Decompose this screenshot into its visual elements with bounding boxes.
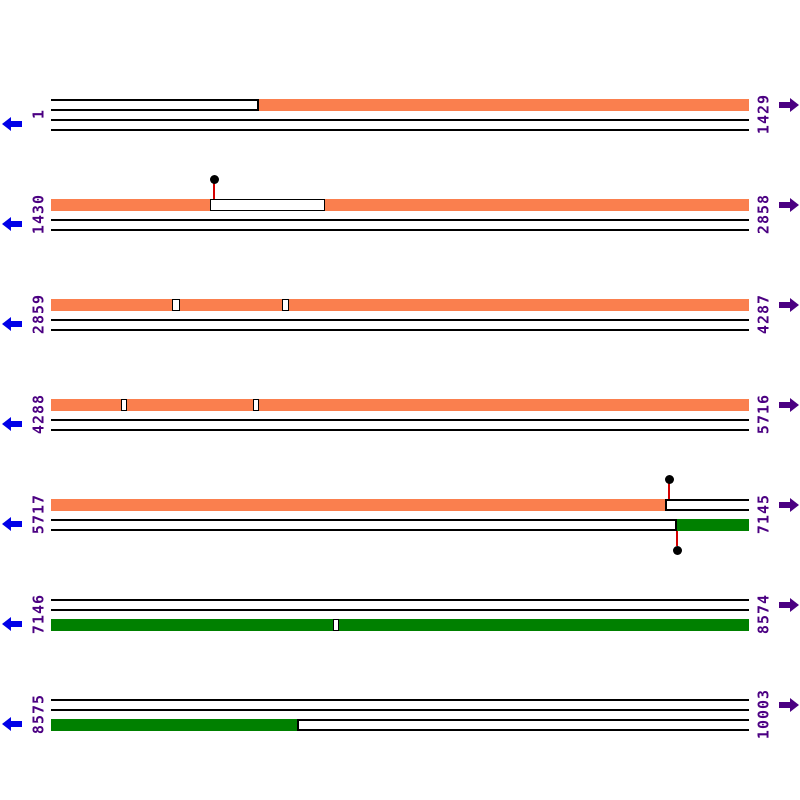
scroll-left-arrow[interactable] [2, 416, 22, 432]
frame-line [51, 699, 749, 701]
feature-boundary-tick [675, 519, 677, 531]
right-arrow-icon [779, 197, 799, 212]
sequence-row: 1 1429 [0, 69, 800, 134]
left-arrow-icon [2, 217, 22, 231]
scroll-right-arrow[interactable] [779, 297, 799, 313]
scroll-right-arrow[interactable] [779, 97, 799, 113]
feature-boundary-tick [257, 99, 259, 111]
frame-line [51, 599, 749, 601]
scroll-right-arrow[interactable] [779, 697, 799, 713]
site-marker-dot[interactable] [209, 175, 219, 184]
scroll-left-arrow[interactable] [2, 216, 22, 232]
frame-line [51, 729, 749, 731]
right-arrow-icon [779, 397, 799, 412]
frame-line [51, 519, 749, 521]
scroll-right-arrow[interactable] [779, 597, 799, 613]
start-coordinate-label: 1430 [29, 193, 48, 235]
frame-line [51, 319, 749, 321]
start-coordinate-label: 1 [29, 108, 48, 120]
frame-line [51, 219, 749, 221]
feature-notch [253, 399, 259, 411]
sequence-row: 7146 8574 [0, 569, 800, 634]
feature-boundary-tick [665, 499, 667, 511]
right-arrow-icon [779, 697, 799, 712]
scroll-right-arrow[interactable] [779, 397, 799, 413]
frame-line [51, 719, 749, 721]
frame-line [51, 529, 749, 531]
frame-line [51, 609, 749, 611]
frame-track [51, 369, 749, 431]
left-arrow-icon [2, 517, 22, 531]
frame-track [51, 569, 749, 631]
feature-notch [333, 619, 339, 631]
reverse-strand-feature-bar[interactable] [675, 519, 749, 531]
frame-track [51, 69, 749, 131]
forward-strand-feature-bar[interactable] [257, 99, 749, 111]
end-coordinate-label: 7145 [754, 493, 773, 535]
feature-notch [121, 399, 127, 411]
frame-line [51, 129, 749, 131]
frame-track [51, 169, 749, 231]
sequence-row: 1430 2858 [0, 169, 800, 234]
start-coordinate-label: 4288 [29, 393, 48, 435]
frame-line [51, 119, 749, 121]
sequence-row: 8575 10003 [0, 669, 800, 739]
frame-line [51, 709, 749, 711]
frame-track [51, 669, 749, 731]
feature-boundary-tick [297, 719, 299, 731]
right-arrow-icon [779, 597, 799, 612]
end-coordinate-label: 4287 [754, 293, 773, 335]
left-arrow-icon [2, 617, 22, 631]
forward-strand-feature-bar[interactable] [51, 399, 749, 411]
left-arrow-icon [2, 317, 22, 331]
end-coordinate-label: 8574 [754, 593, 773, 635]
site-marker-dot[interactable] [664, 475, 674, 484]
frame-track [51, 269, 749, 331]
feature-gap-box [210, 199, 325, 211]
end-coordinate-label: 5716 [754, 393, 773, 435]
feature-notch [282, 299, 289, 311]
scroll-left-arrow[interactable] [2, 116, 22, 132]
reverse-strand-feature-bar[interactable] [51, 719, 297, 731]
scroll-left-arrow[interactable] [2, 716, 22, 732]
right-arrow-icon [779, 497, 799, 512]
sequence-row: 2859 4287 [0, 269, 800, 334]
forward-strand-feature-bar[interactable] [325, 199, 749, 211]
end-coordinate-label: 10003 [754, 688, 773, 740]
frame-line [51, 419, 749, 421]
start-coordinate-label: 2859 [29, 293, 48, 335]
frame-line [51, 229, 749, 231]
left-arrow-icon [2, 717, 22, 731]
frame-line [51, 329, 749, 331]
forward-strand-feature-bar[interactable] [51, 499, 665, 511]
start-coordinate-label: 8575 [29, 693, 48, 735]
sequence-row: 5717 7145 [0, 469, 800, 555]
scroll-right-arrow[interactable] [779, 197, 799, 213]
left-arrow-icon [2, 117, 22, 131]
left-arrow-icon [2, 417, 22, 431]
site-marker-stem [676, 530, 678, 546]
site-marker-dot[interactable] [672, 545, 682, 555]
forward-strand-feature-bar[interactable] [51, 299, 749, 311]
start-coordinate-label: 5717 [29, 493, 48, 535]
right-arrow-icon [779, 97, 799, 112]
feature-notch [172, 299, 180, 311]
scroll-left-arrow[interactable] [2, 616, 22, 632]
end-coordinate-label: 1429 [754, 93, 773, 135]
sequence-row: 4288 5716 [0, 369, 800, 434]
scroll-right-arrow[interactable] [779, 497, 799, 513]
right-arrow-icon [779, 297, 799, 312]
site-marker-stem [668, 483, 670, 499]
forward-strand-feature-bar[interactable] [51, 199, 210, 211]
scroll-left-arrow[interactable] [2, 516, 22, 532]
frame-line [51, 429, 749, 431]
scroll-left-arrow[interactable] [2, 316, 22, 332]
frame-track [51, 469, 749, 555]
start-coordinate-label: 7146 [29, 593, 48, 635]
site-marker-stem [213, 183, 215, 199]
reverse-strand-feature-bar[interactable] [51, 619, 749, 631]
end-coordinate-label: 2858 [754, 193, 773, 235]
